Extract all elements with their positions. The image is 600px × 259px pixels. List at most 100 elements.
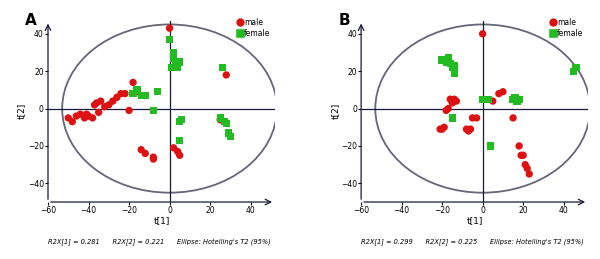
Point (112, 95, 122, 99)
Point (488, 99, 497, 103)
Text: B: B (338, 13, 350, 28)
Point (484, 97, 494, 101)
Point (449, 63, 459, 68)
Point (177, 118, 187, 122)
Point (140, 151, 150, 155)
Point (215, 116, 225, 120)
Text: R2X[1] = 0.281      R2X[2] = 0.221      Ellipse: Hotelling's T2 (95%): R2X[1] = 0.281 R2X[2] = 0.221 Ellipse: H… (48, 238, 271, 245)
Point (152, 90, 162, 94)
Point (136, 93, 146, 98)
Point (149, 108, 158, 112)
Point (124, 108, 134, 112)
Point (221, 73, 231, 77)
Point (140, 93, 150, 98)
Point (165, 26, 175, 30)
Point (448, 116, 457, 120)
Point (464, 129, 473, 133)
Point (494, 91, 503, 96)
Point (136, 148, 146, 152)
Point (173, 65, 182, 69)
Point (80, 116, 89, 120)
Point (173, 149, 182, 154)
Y-axis label: t[2]: t[2] (17, 103, 26, 119)
Point (569, 69, 578, 73)
Point (167, 65, 176, 69)
Point (149, 157, 158, 161)
Point (169, 56, 178, 60)
Point (437, 127, 447, 131)
Text: A: A (25, 13, 37, 28)
Point (445, 97, 455, 101)
Point (226, 134, 235, 139)
Point (169, 146, 178, 150)
Y-axis label: t[2]: t[2] (331, 103, 340, 119)
Point (76, 112, 85, 116)
Point (443, 106, 453, 111)
Point (171, 60, 181, 64)
Point (175, 153, 184, 157)
Point (175, 138, 184, 142)
Point (478, 32, 487, 36)
Point (523, 166, 532, 170)
Point (508, 97, 518, 101)
Point (498, 90, 508, 94)
Point (128, 80, 138, 84)
Point (443, 56, 453, 60)
Point (512, 99, 522, 103)
Point (82, 112, 91, 116)
Point (84, 114, 94, 118)
Point (120, 91, 130, 96)
Point (452, 99, 461, 103)
Point (116, 91, 126, 96)
Point (149, 155, 158, 159)
Point (449, 97, 459, 101)
Point (514, 144, 524, 148)
Point (514, 97, 524, 101)
Point (100, 105, 110, 109)
Point (436, 127, 445, 131)
Point (221, 121, 231, 126)
Point (520, 163, 530, 167)
Point (96, 99, 106, 103)
Point (223, 131, 233, 135)
Point (439, 125, 449, 129)
Point (94, 110, 103, 114)
Point (133, 90, 142, 94)
Point (442, 108, 451, 112)
Point (472, 116, 481, 120)
Point (510, 95, 520, 99)
Point (445, 62, 455, 66)
Legend: male, female: male, female (550, 17, 584, 38)
Point (108, 99, 118, 103)
Point (461, 127, 471, 131)
Point (220, 120, 229, 124)
Point (442, 60, 451, 64)
Point (169, 51, 178, 55)
Point (478, 97, 487, 101)
Point (448, 101, 457, 105)
Point (508, 116, 518, 120)
Point (448, 65, 457, 69)
Point (128, 91, 138, 96)
X-axis label: t[1]: t[1] (153, 217, 170, 226)
Point (524, 172, 534, 176)
Point (466, 127, 475, 131)
Point (133, 88, 142, 92)
X-axis label: t[1]: t[1] (466, 217, 483, 226)
Point (92, 101, 101, 105)
Text: R2X[1] = 0.299      R2X[2] = 0.225      Ellipse: Hotelling's T2 (95%): R2X[1] = 0.299 R2X[2] = 0.225 Ellipse: H… (361, 238, 584, 245)
Point (468, 116, 478, 120)
Point (518, 153, 528, 157)
Point (173, 60, 182, 64)
Point (449, 71, 459, 75)
Point (68, 120, 77, 124)
Point (104, 103, 113, 107)
Point (175, 60, 184, 64)
Point (571, 65, 581, 69)
Point (175, 120, 184, 124)
Point (517, 153, 526, 157)
Point (437, 58, 447, 62)
Point (486, 144, 496, 148)
Point (71, 114, 81, 118)
Point (217, 65, 227, 69)
